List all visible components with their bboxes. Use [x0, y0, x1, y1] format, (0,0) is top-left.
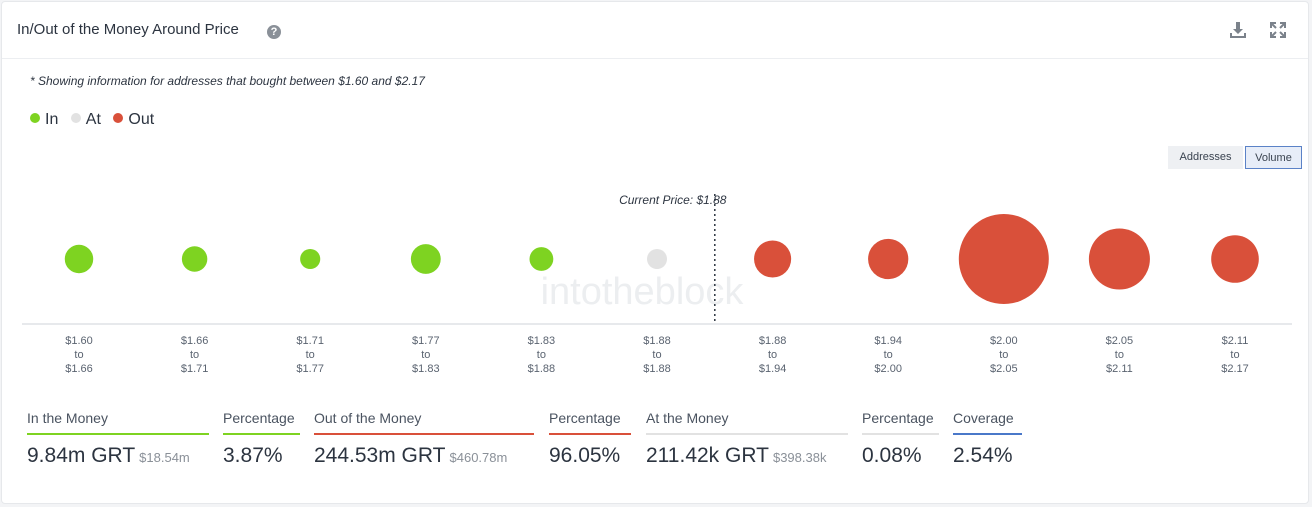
stat-value: 244.53m GRT $460.78m	[314, 444, 507, 468]
bubble-point	[529, 247, 554, 271]
stat-main-value: 0.08%	[862, 444, 922, 467]
x-tick-label: $1.66	[181, 335, 209, 347]
x-tick-label: $1.94	[874, 335, 902, 347]
bubble-point	[647, 249, 667, 269]
x-tick-label: to	[999, 349, 1008, 361]
legend-dot-out	[113, 113, 124, 123]
x-tick-label: to	[1115, 349, 1124, 361]
stat-label: Percentage	[223, 410, 300, 435]
question-circle-icon[interactable]: ?	[267, 25, 281, 39]
x-tick-label: $2.11	[1222, 335, 1249, 347]
x-tick-label: to	[1230, 349, 1239, 361]
stat-usd-value: $398.38k	[772, 450, 827, 465]
x-tick-label: $1.71	[296, 335, 324, 347]
x-tick-label: $2.00	[874, 363, 902, 375]
legend-label-at: At	[85, 111, 101, 128]
x-tick-label: $1.88	[643, 335, 671, 347]
x-tick-label: $1.94	[759, 363, 787, 375]
x-tick-label: to	[652, 349, 661, 361]
stat-value: 9.84m GRT $18.54m	[27, 444, 190, 468]
bubble-point	[300, 248, 321, 270]
x-tick-label: to	[74, 349, 83, 361]
bubble-point	[410, 244, 441, 274]
stat-usd-value: $18.54m	[139, 450, 190, 465]
x-tick-label: $1.88	[643, 363, 671, 375]
x-tick-label: $1.66	[65, 363, 93, 375]
card-header: In/Out of the Money Around Price ?	[2, 2, 1308, 59]
bubble-point	[64, 244, 94, 274]
stat-main-value: 211.42k GRT	[646, 444, 769, 467]
bubble-point	[1088, 228, 1150, 290]
stat-label: At the Money	[646, 410, 848, 435]
address-range-note: * Showing information for addresses that…	[30, 74, 425, 88]
stat-label: Coverage	[953, 410, 1022, 435]
stat-value: 96.05%	[549, 444, 620, 468]
stat-main-value: 96.05%	[549, 444, 621, 467]
volume-toggle-button[interactable]: Volume	[1245, 146, 1302, 169]
x-tick-label: $1.77	[412, 335, 440, 347]
x-tick-label: $2.05	[990, 363, 1018, 375]
expand-icon[interactable]	[1268, 20, 1288, 40]
stat-main-value: 2.54%	[953, 444, 1013, 467]
x-tick-label: $2.17	[1221, 363, 1249, 375]
legend-item-out[interactable]: Out	[113, 111, 154, 129]
x-tick-label: $2.05	[1106, 335, 1134, 347]
x-tick-label: to	[190, 349, 199, 361]
x-tick-label: $1.88	[528, 363, 556, 375]
bubble-point	[754, 240, 792, 278]
x-tick-label: $1.60	[65, 335, 93, 347]
money-bubble-chart: intotheblock Current Price: $1.88 $1.60 to $…	[22, 193, 1292, 375]
stat-label: Percentage	[549, 410, 631, 435]
bubble-point	[181, 246, 208, 272]
legend-item-in[interactable]: In	[30, 111, 58, 129]
x-tick-label: $1.77	[296, 363, 324, 375]
stat-value: 211.42k GRT $398.38k	[646, 444, 826, 468]
card-title: In/Out of the Money Around Price	[17, 21, 239, 38]
x-tick-label: to	[306, 349, 315, 361]
x-tick-label: $1.71	[181, 363, 209, 375]
x-tick-label: $2.11	[1106, 363, 1133, 375]
stat-main-value: 9.84m GRT	[27, 444, 136, 467]
stat-value: 0.08%	[862, 444, 922, 468]
x-tick-label: to	[537, 349, 546, 361]
stat-main-value: 3.87%	[223, 444, 283, 467]
stat-label: In the Money	[27, 410, 209, 435]
legend-item-at[interactable]: At	[70, 111, 101, 129]
addresses-toggle-button[interactable]: Addresses	[1168, 146, 1243, 169]
x-tick-label: $2.00	[990, 335, 1018, 347]
chart-legend: In At Out	[30, 111, 162, 131]
legend-label-out: Out	[128, 111, 155, 128]
x-tick-label: $1.83	[412, 363, 440, 375]
legend-label-in: In	[45, 111, 59, 128]
stat-value: 3.87%	[223, 444, 283, 468]
stat-label: Percentage	[862, 410, 939, 435]
legend-dot-at	[70, 113, 81, 123]
stat-usd-value: $460.78m	[449, 450, 508, 465]
x-tick-label: to	[421, 349, 430, 361]
bubble-point	[868, 238, 909, 280]
download-icon[interactable]	[1228, 20, 1248, 40]
x-tick-label: to	[768, 349, 777, 361]
stat-value: 2.54%	[953, 444, 1013, 468]
bubble-point	[1211, 235, 1259, 283]
watermark-text: intotheblock	[541, 271, 745, 313]
stat-label: Out of the Money	[314, 410, 534, 435]
x-tick-label: $1.83	[528, 335, 556, 347]
bubble-point	[958, 214, 1049, 304]
current-price-label: Current Price: $1.88	[619, 193, 727, 207]
legend-dot-in	[30, 113, 40, 123]
x-tick-label: $1.88	[759, 335, 787, 347]
x-tick-label: to	[884, 349, 893, 361]
stat-main-value: 244.53m GRT	[314, 444, 446, 467]
